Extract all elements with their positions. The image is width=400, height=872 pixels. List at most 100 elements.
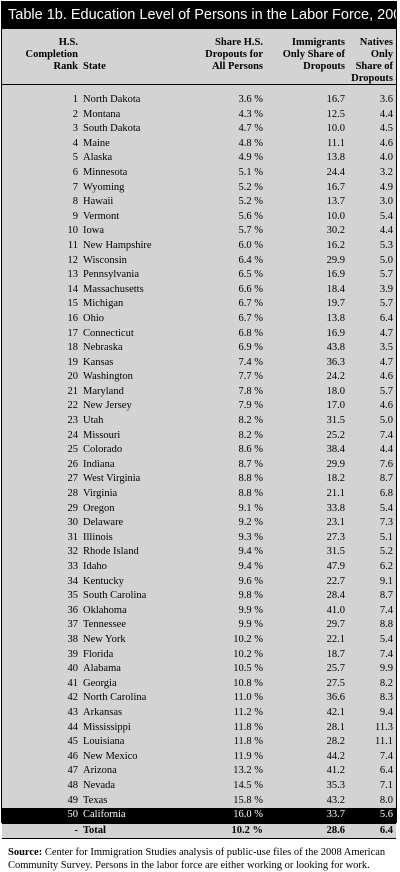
row-immigrants: 43.8: [326, 342, 345, 354]
row-rank: 15: [67, 298, 79, 310]
header-rank: H.S. Completion Rank: [25, 37, 79, 72]
row-immigrants: 18.7: [326, 648, 345, 660]
row-rank: 19: [67, 356, 79, 368]
row-rank: 13: [67, 269, 79, 281]
table-row: 22 New Jersey 7.9 % 17.0 4.6: [2, 399, 396, 414]
row-state: Oklahoma: [83, 604, 127, 616]
row-natives: 8.8: [379, 619, 393, 631]
row-immigrants: 17.0: [326, 400, 345, 412]
row-share: 7.4 %: [238, 356, 264, 368]
table-header: H.S. Completion Rank State Share H.S. Dr…: [2, 29, 396, 85]
row-state: Wyoming: [83, 181, 125, 193]
row-rank: 18: [67, 342, 79, 354]
row-natives: 5.7: [379, 298, 393, 310]
row-rank: 9: [72, 210, 78, 222]
table-row: 5 Alaska 4.9 % 13.8 4.0: [2, 151, 396, 166]
row-immigrants: 33.8: [326, 502, 345, 514]
row-natives: 7.4: [379, 429, 393, 441]
table-row: 49 Texas 15.8 % 43.2 8.0: [2, 794, 396, 809]
row-share: 11.0 %: [233, 692, 263, 704]
table-row: 13 Pennsylvania 6.5 % 16.9 5.7: [2, 268, 396, 283]
table-row: 8 Hawaii 5.2 % 13.7 3.0: [2, 195, 396, 210]
row-share: 11.2 %: [233, 706, 263, 718]
row-immigrants: 36.3: [326, 356, 345, 368]
header-share: Share H.S. Dropouts for All Persons: [205, 37, 263, 72]
row-state: Arkansas: [83, 706, 123, 718]
row-natives: 3.2: [379, 166, 393, 178]
row-rank: 32: [67, 546, 79, 558]
table-row: 17 Connecticut 6.8 % 16.9 4.7: [2, 327, 396, 342]
row-immigrants: 16.9: [326, 269, 345, 281]
row-rank: 41: [67, 677, 79, 689]
row-state: Oregon: [83, 502, 115, 514]
row-state: New York: [83, 633, 126, 645]
row-state: New Mexico: [83, 750, 138, 762]
table-row: 39 Florida 10.2 % 18.7 7.4: [2, 648, 396, 663]
table-row: 6 Minnesota 5.1 % 24.4 3.2: [2, 166, 396, 181]
row-rank: 33: [67, 561, 79, 572]
row-share: 7.9 %: [238, 400, 264, 412]
row-share: 4.9 %: [238, 152, 264, 164]
table-row: 26 Indiana 8.7 % 29.9 7.6: [2, 458, 396, 473]
row-immigrants: 36.6: [326, 692, 345, 704]
row-share: 6.9 %: [238, 342, 264, 354]
row-state: Indiana: [83, 458, 115, 470]
table-row: 29 Oregon 9.1 % 33.8 5.4: [2, 502, 396, 517]
row-rank: 4: [72, 137, 78, 149]
row-rank: 34: [67, 575, 79, 587]
row-immigrants: 42.1: [326, 706, 345, 718]
row-state: Mississippi: [83, 721, 131, 733]
row-state: Arizona: [83, 765, 117, 777]
row-immigrants: 41.0: [326, 604, 345, 616]
row-state: New Jersey: [83, 400, 132, 412]
table-row: 40 Alabama 10.5 % 25.7 9.9: [2, 662, 396, 677]
row-rank: 43: [67, 706, 79, 718]
table-row: 2 Montana 4.3 % 12.5 4.4: [2, 108, 396, 123]
row-state: Pennsylvania: [83, 269, 139, 281]
row-immigrants: 38.4: [326, 444, 345, 456]
row-share: 14.5 %: [233, 779, 263, 791]
row-rank: 37: [67, 619, 79, 631]
table-row: 18 Nebraska 6.9 % 43.8 3.5: [2, 341, 396, 356]
row-immigrants: 31.5: [326, 546, 345, 558]
row-share: 6.5 %: [238, 269, 264, 281]
row-state: Alaska: [83, 152, 113, 164]
row-immigrants: 10.0: [326, 210, 345, 222]
row-natives: 5.0: [379, 415, 393, 427]
table-row: 48 Nevada 14.5 % 35.3 7.1: [2, 779, 396, 794]
header-state: State: [83, 61, 106, 72]
row-state: South Dakota: [83, 123, 141, 135]
row-rank: 5: [72, 152, 78, 164]
row-immigrants: 25.2: [326, 429, 345, 441]
table-row: 21 Maryland 7.8 % 18.0 5.7: [2, 385, 396, 400]
row-natives: 4.4: [379, 225, 393, 237]
row-natives: 7.4: [379, 750, 393, 762]
row-state: Delaware: [83, 517, 124, 529]
row-share: 5.2 %: [238, 196, 264, 208]
table-row: 3 South Dakota 4.7 % 10.0 4.5: [2, 122, 396, 137]
row-rank: 50: [67, 809, 79, 821]
row-immigrants: 19.7: [326, 298, 345, 310]
row-share: 9.4 %: [238, 546, 264, 558]
row-rank: 49: [67, 794, 79, 806]
row-share: 9.2 %: [238, 517, 264, 529]
row-natives: 8.0: [379, 794, 393, 806]
row-natives: 4.7: [379, 356, 393, 368]
row-state: Idaho: [83, 561, 107, 572]
row-share: 10.2 %: [233, 633, 263, 645]
row-rank: 27: [67, 473, 79, 485]
row-state: Montana: [83, 108, 121, 120]
row-immigrants: 21.1: [326, 488, 345, 500]
row-rank: 7: [72, 181, 78, 193]
row-share: 9.3 %: [238, 531, 264, 543]
row-share: 4.7 %: [238, 123, 264, 135]
row-rank: 40: [67, 663, 79, 675]
row-share: 6.0 %: [238, 239, 264, 251]
row-state: Missouri: [83, 429, 121, 441]
row-share: 7.7 %: [238, 371, 264, 383]
row-share: 6.8 %: [238, 327, 264, 339]
row-immigrants: 18.4: [326, 283, 345, 295]
row-natives: 5.3: [379, 239, 393, 251]
row-natives: 3.6: [379, 94, 393, 105]
row-share: 11.8 %: [233, 736, 263, 748]
